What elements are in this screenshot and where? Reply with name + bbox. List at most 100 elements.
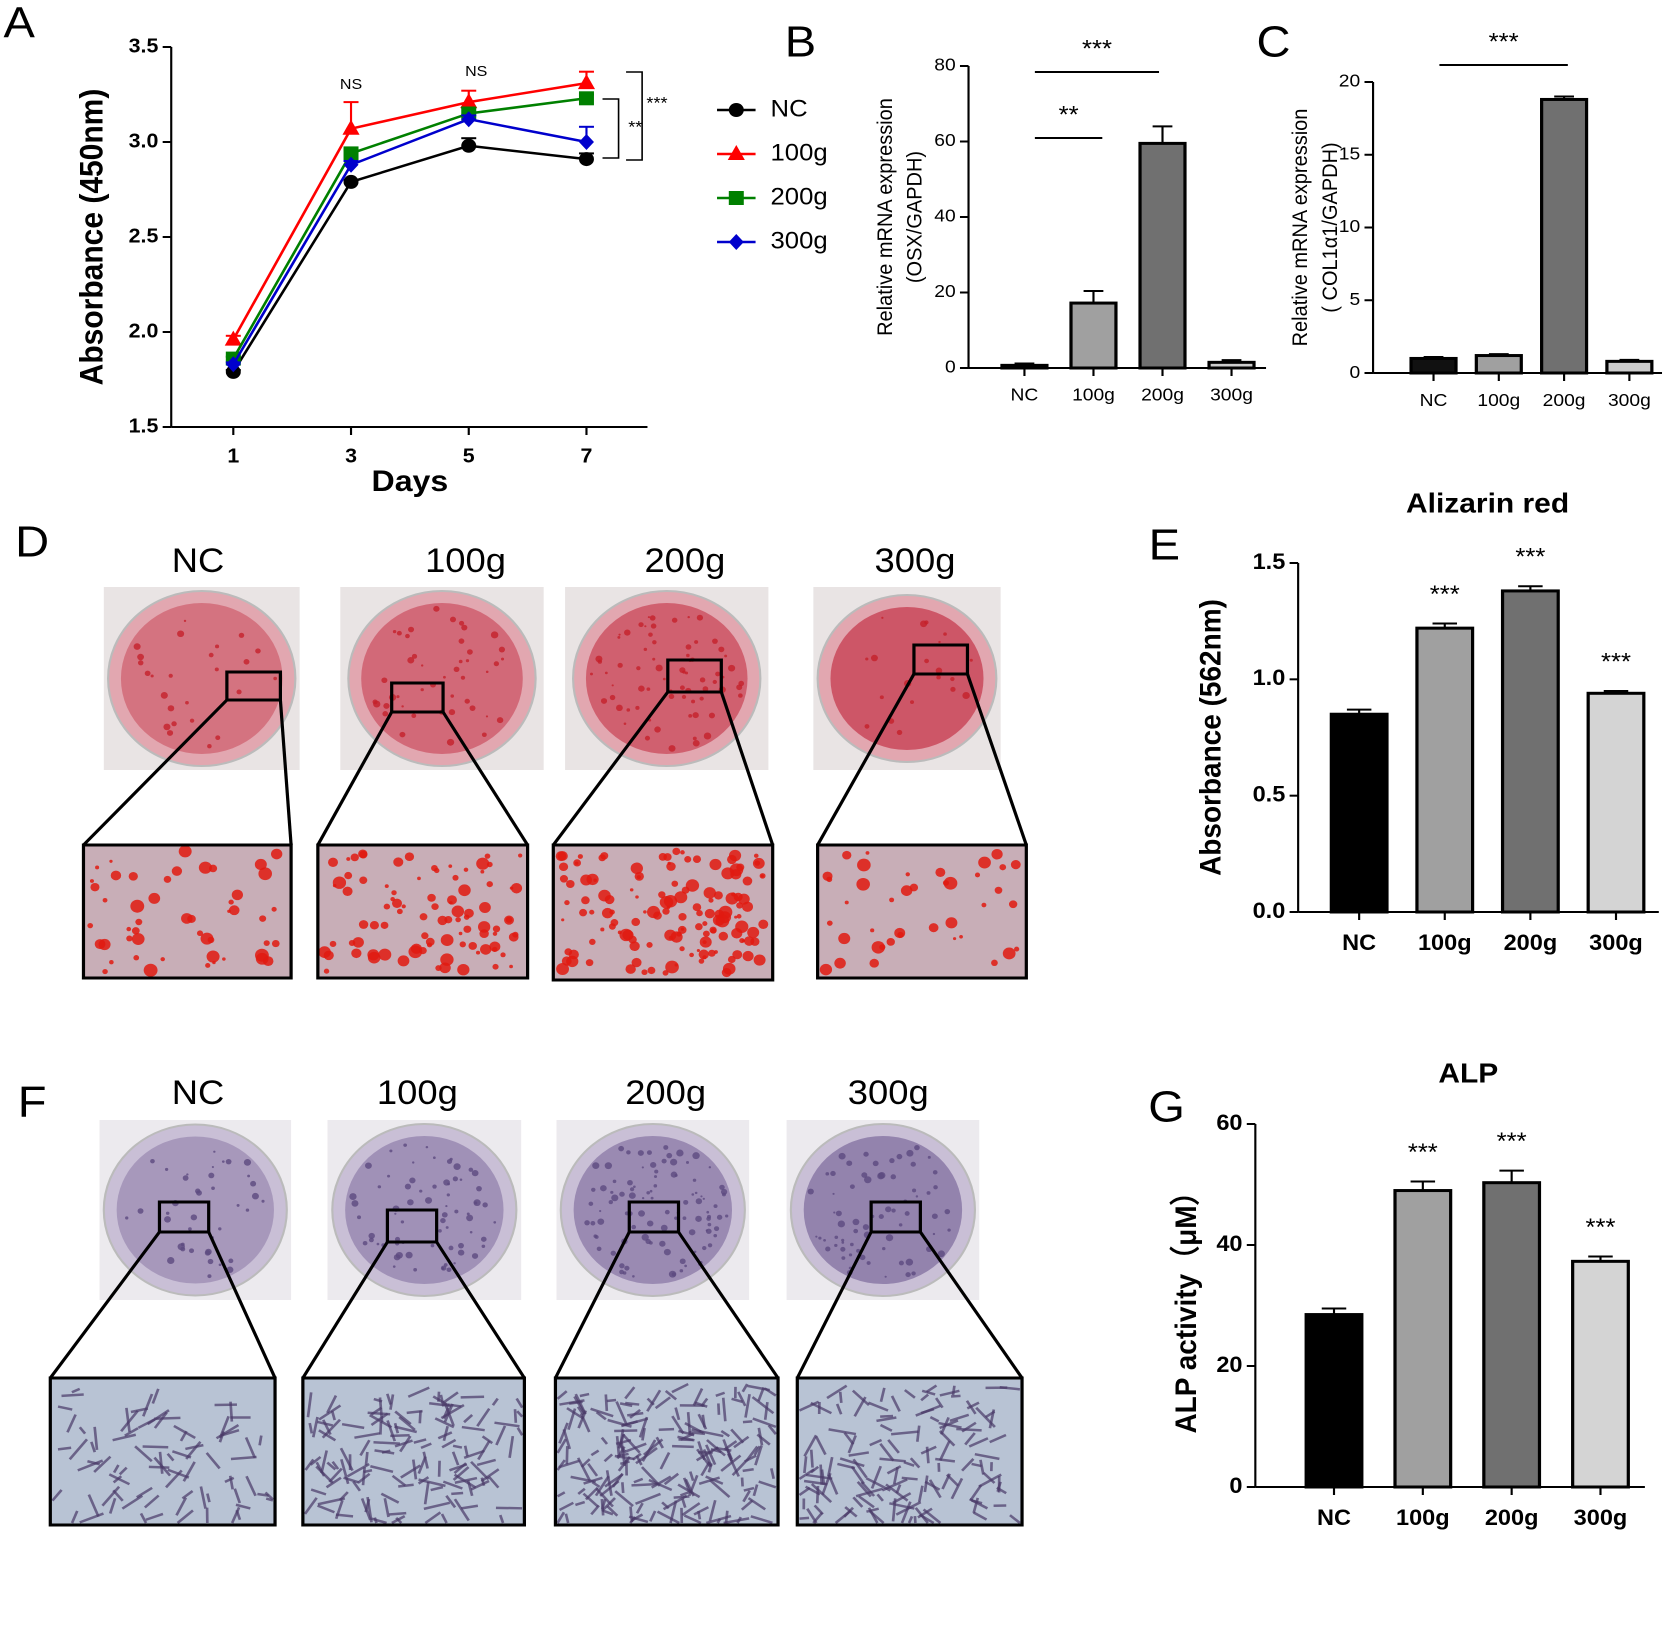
stain-spot bbox=[477, 921, 491, 933]
stain-streak bbox=[399, 1435, 412, 1453]
marker bbox=[343, 174, 359, 189]
group-label: 300g bbox=[848, 1074, 929, 1112]
stain-dot bbox=[646, 1150, 652, 1155]
bar bbox=[1207, 360, 1256, 370]
stain-dot bbox=[692, 1178, 697, 1182]
stain-streak bbox=[566, 1407, 584, 1420]
legend-label: NC bbox=[771, 96, 808, 122]
stain-streak bbox=[656, 1510, 680, 1525]
stain-spot bbox=[131, 927, 140, 935]
stain-streak bbox=[556, 1491, 566, 1498]
stain-streak bbox=[705, 1444, 717, 1466]
stain-dot bbox=[177, 1243, 185, 1251]
stain-spot bbox=[464, 908, 474, 918]
stain-dot bbox=[652, 657, 656, 661]
stain-streak bbox=[556, 1438, 568, 1454]
stain-streak bbox=[151, 1388, 160, 1404]
stain-spot bbox=[558, 862, 569, 872]
stain-dot bbox=[218, 1263, 222, 1267]
stain-streak bbox=[961, 1421, 977, 1433]
stain-streak bbox=[606, 1398, 617, 1403]
stain-streak bbox=[928, 1479, 942, 1499]
stain-streak bbox=[752, 1417, 777, 1429]
stain-spot bbox=[721, 867, 735, 880]
stain-streak bbox=[677, 1435, 695, 1442]
stain-dot bbox=[881, 616, 884, 619]
stain-streak bbox=[879, 1457, 906, 1463]
stain-spot bbox=[734, 915, 738, 919]
stain-dot bbox=[615, 704, 623, 712]
stain-streak bbox=[876, 1493, 884, 1502]
stain-spot bbox=[254, 858, 267, 871]
stain-streak bbox=[487, 1475, 500, 1489]
x-tick-label: 300g bbox=[1589, 930, 1643, 955]
bar bbox=[1138, 141, 1187, 370]
stain-streak bbox=[702, 1449, 713, 1467]
stain-streak bbox=[513, 1409, 518, 1423]
y-tick-label: 1.5 bbox=[1253, 549, 1286, 574]
micrograph bbox=[797, 1378, 1023, 1525]
stain-streak bbox=[740, 1499, 754, 1511]
stain-dot bbox=[646, 1220, 654, 1227]
zoom-connector bbox=[316, 711, 394, 846]
stain-dot bbox=[215, 735, 221, 741]
stain-streak bbox=[601, 1497, 617, 1512]
stain-streak bbox=[903, 1460, 915, 1467]
stain-spot bbox=[692, 855, 702, 864]
stain-dot bbox=[238, 632, 245, 638]
stain-streak bbox=[701, 1414, 706, 1428]
stain-spot bbox=[468, 941, 477, 950]
dish-stain bbox=[116, 1136, 274, 1284]
stain-dot bbox=[251, 1192, 259, 1200]
marker bbox=[461, 111, 477, 128]
stain-spot bbox=[666, 905, 671, 909]
stain-streak bbox=[923, 1475, 929, 1493]
stain-streak bbox=[989, 1433, 1007, 1444]
stain-dot bbox=[705, 1229, 708, 1232]
stain-dot bbox=[646, 1191, 651, 1195]
panel-letter: A bbox=[4, 0, 36, 47]
stain-streak bbox=[311, 1416, 319, 1438]
stain-spot bbox=[323, 950, 334, 961]
stain-streak bbox=[876, 1416, 897, 1423]
stain-streak bbox=[855, 1487, 884, 1498]
series-line bbox=[232, 97, 587, 360]
stain-streak bbox=[979, 1459, 985, 1475]
stain-dot bbox=[719, 1184, 725, 1190]
stain-spot bbox=[566, 879, 575, 889]
stain-spot bbox=[585, 959, 594, 967]
stain-dot bbox=[211, 1186, 215, 1190]
dish-stain bbox=[361, 603, 523, 754]
stain-streak bbox=[481, 1435, 494, 1445]
y-tick-label: 60 bbox=[934, 130, 955, 150]
stain-dot bbox=[631, 1224, 637, 1230]
stain-dot bbox=[182, 1175, 189, 1181]
stain-dot bbox=[590, 1220, 596, 1226]
stain-dot bbox=[738, 693, 743, 698]
stain-streak bbox=[451, 1451, 460, 1466]
stain-spot bbox=[889, 897, 895, 903]
stain-dot bbox=[686, 653, 690, 658]
x-tick-label: 300g bbox=[1608, 389, 1651, 409]
stain-streak bbox=[61, 1393, 84, 1398]
stain-dot bbox=[663, 1248, 671, 1256]
stain-dot bbox=[937, 1250, 945, 1258]
stain-spot bbox=[943, 876, 958, 890]
stain-dot bbox=[604, 671, 608, 675]
stain-dot bbox=[846, 1160, 853, 1167]
stain-streak bbox=[747, 1497, 767, 1511]
stain-streak bbox=[360, 1498, 372, 1521]
stain-spot bbox=[573, 859, 582, 867]
stain-streak bbox=[671, 1382, 689, 1394]
stain-spot bbox=[865, 851, 870, 855]
stain-dot bbox=[461, 624, 468, 631]
stain-spot bbox=[510, 883, 523, 894]
stain-dot bbox=[189, 718, 195, 723]
stain-spot bbox=[662, 970, 669, 976]
stain-dot bbox=[443, 675, 446, 679]
stain-spot bbox=[480, 869, 485, 874]
y-tick-label: 40 bbox=[1216, 1231, 1242, 1256]
stain-spot bbox=[568, 949, 579, 960]
stain-streak bbox=[616, 1452, 629, 1458]
stain-dot bbox=[464, 698, 470, 704]
